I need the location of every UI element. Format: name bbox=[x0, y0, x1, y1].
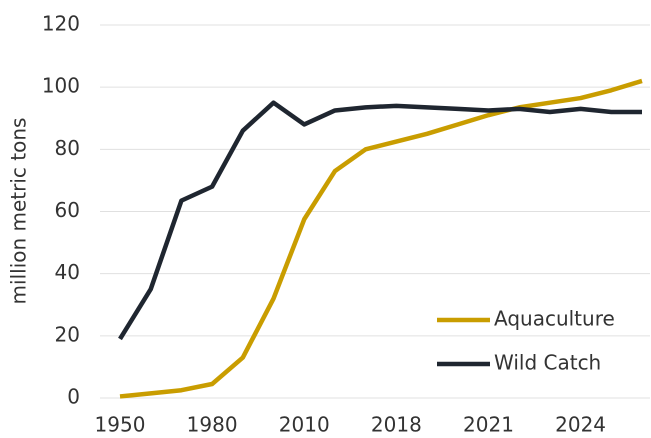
data-line bbox=[119, 78, 643, 399]
y-tick-label: 40 bbox=[55, 260, 80, 284]
y-tick-label: 120 bbox=[42, 12, 80, 36]
y-tick-label: 80 bbox=[55, 136, 80, 160]
y-axis-label: million metric tons bbox=[7, 118, 31, 305]
y-tick-label: 20 bbox=[55, 322, 80, 346]
x-tick-label: 2018 bbox=[371, 413, 422, 437]
y-tick-label: 100 bbox=[42, 74, 80, 98]
data-line bbox=[118, 100, 642, 341]
x-tick-label: 2024 bbox=[555, 413, 606, 437]
x-tick-label: 1980 bbox=[187, 413, 238, 437]
legend-label: Wild Catch bbox=[494, 351, 601, 375]
x-tick-label: 2010 bbox=[279, 413, 330, 437]
x-tick-label: 1950 bbox=[95, 413, 146, 437]
y-tick-label: 60 bbox=[55, 198, 80, 222]
legend-label: Aquaculture bbox=[494, 307, 615, 331]
y-tick-label: 0 bbox=[67, 385, 80, 409]
x-tick-label: 2021 bbox=[463, 413, 514, 437]
